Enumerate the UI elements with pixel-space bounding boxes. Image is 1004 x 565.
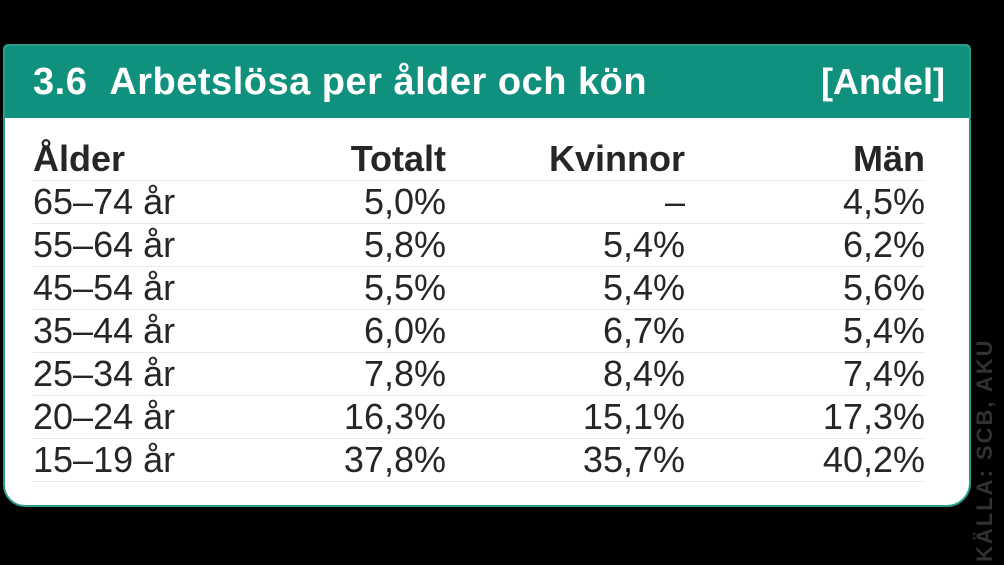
value-cell: 6,7% [446,309,685,353]
table-header-row: Ålder Totalt Kvinnor Män [33,138,925,181]
table-row: 65–74 år 5,0% – 4,5% [33,180,925,224]
table-body: 65–74 år 5,0% – 4,5% 55–64 år 5,8% 5,4% … [33,180,925,482]
column-header-age: Ålder [33,138,253,181]
age-cell: 15–19 år [33,438,253,482]
value-cell: 37,8% [253,438,446,482]
value-cell: 4,5% [685,180,925,224]
value-cell: 5,4% [446,266,685,310]
table-row: 25–34 år 7,8% 8,4% 7,4% [33,352,925,396]
title-number: 3.6 [33,60,88,103]
page-title: 3.6 Arbetslösa per ålder och kön [33,61,647,104]
age-cell: 65–74 år [33,180,253,224]
value-cell: 5,5% [253,266,446,310]
age-cell: 20–24 år [33,395,253,439]
value-cell: 5,0% [253,180,446,224]
title-text: Arbetslösa per ålder och kön [109,60,648,103]
value-cell: 6,2% [685,223,925,267]
column-header-women: Kvinnor [446,138,685,181]
value-cell: 5,6% [685,266,925,310]
source-label: KÄLLA: SCB, AKU [972,338,997,563]
value-cell: 5,4% [446,223,685,267]
age-cell: 55–64 år [33,223,253,267]
unit-label: [Andel] [821,61,945,102]
age-cell: 45–54 år [33,266,253,310]
card-body: Ålder Totalt Kvinnor Män 65–74 år 5,0% –… [5,118,969,482]
column-header-total: Totalt [253,138,446,181]
value-cell: 40,2% [685,438,925,482]
card-header: 3.6 Arbetslösa per ålder och kön [Andel] [5,46,969,118]
age-cell: 25–34 år [33,352,253,396]
value-cell: 7,8% [253,352,446,396]
value-cell: 17,3% [685,395,925,439]
value-cell: 15,1% [446,395,685,439]
table-row: 15–19 år 37,8% 35,7% 40,2% [33,438,925,482]
table-row: 20–24 år 16,3% 15,1% 17,3% [33,395,925,439]
value-cell: 7,4% [685,352,925,396]
table-row: 55–64 år 5,8% 5,4% 6,2% [33,223,925,267]
value-cell: 6,0% [253,309,446,353]
value-cell: 16,3% [253,395,446,439]
stats-table: Ålder Totalt Kvinnor Män 65–74 år 5,0% –… [33,138,925,482]
value-cell: 8,4% [446,352,685,396]
value-cell: – [446,180,685,224]
column-header-men: Män [685,138,925,181]
age-cell: 35–44 år [33,309,253,353]
table-row: 45–54 år 5,5% 5,4% 5,6% [33,266,925,310]
value-cell: 5,8% [253,223,446,267]
stats-card: 3.6 Arbetslösa per ålder och kön [Andel]… [3,44,971,507]
value-cell: 35,7% [446,438,685,482]
table-row: 35–44 år 6,0% 6,7% 5,4% [33,309,925,353]
value-cell: 5,4% [685,309,925,353]
